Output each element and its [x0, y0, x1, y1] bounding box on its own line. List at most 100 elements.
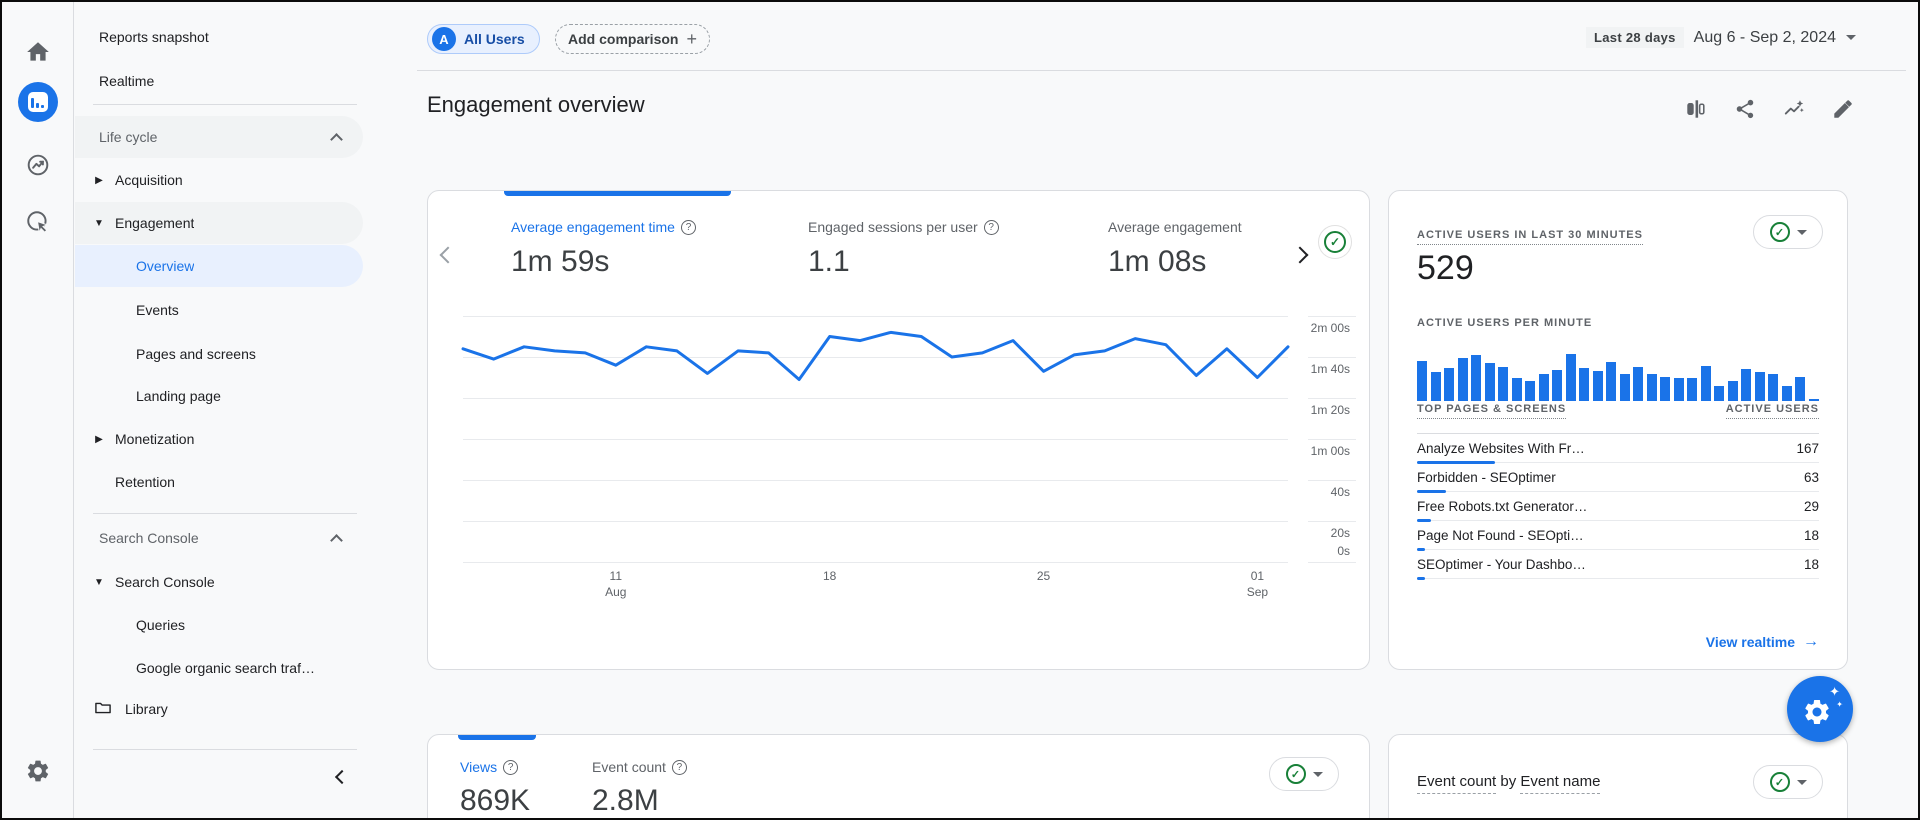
metric-tab-engaged-sessions-per-user[interactable]: Engaged sessions per user 1.1	[808, 219, 999, 279]
share-icon[interactable]	[1734, 98, 1758, 122]
help-icon[interactable]	[503, 759, 519, 775]
sidebar-item-search-console[interactable]: ▼ Search Console	[75, 561, 363, 603]
sidebar-section-life-cycle[interactable]: Life cycle	[75, 116, 363, 158]
sidebar-item-google-organic-search[interactable]: Google organic search traf…	[75, 647, 363, 689]
sidebar-item-monetization[interactable]: ▶ Monetization	[75, 418, 363, 460]
active-users-count: 529	[1417, 249, 1474, 287]
date-range-picker[interactable]: Last 28 days Aug 6 - Sep 2, 2024	[1586, 27, 1856, 48]
sidebar-item-events[interactable]: Events	[75, 289, 363, 331]
help-icon[interactable]	[983, 219, 999, 235]
sidebar-label: Landing page	[136, 388, 221, 404]
data-quality-dropdown[interactable]	[1753, 765, 1823, 799]
sidebar-item-landing-page[interactable]: Landing page	[75, 375, 363, 417]
active-users-per-minute-chart	[1417, 339, 1823, 401]
view-realtime-link[interactable]: View realtime	[1706, 633, 1819, 651]
sidebar-item-pages-and-screens[interactable]: Pages and screens	[75, 333, 363, 375]
reports-icon[interactable]	[17, 82, 58, 122]
sidebar-label: Engagement	[115, 215, 195, 231]
carousel-left-icon[interactable]	[439, 246, 457, 264]
minute-bar	[1565, 354, 1576, 401]
active-users-cell: 18	[1803, 527, 1819, 543]
table-row: Analyze Websites With Fr… 167	[1417, 434, 1819, 464]
event-name-dimension-label[interactable]: Event name	[1520, 773, 1601, 794]
y-axis-label: 0s	[1337, 544, 1350, 558]
minute-bar	[1633, 366, 1643, 401]
y-axis-label: 1m 00s	[1310, 444, 1350, 458]
table-row: Forbidden - SEOptimer 63	[1417, 463, 1819, 493]
top-pages-table: Analyze Websites With Fr… 167 Forbidden - …	[1417, 434, 1819, 580]
sidebar-item-queries[interactable]: Queries	[75, 604, 363, 646]
expand-triangle-icon: ▶	[95, 433, 103, 445]
x-axis-month: Sep	[1246, 585, 1269, 599]
minute-bar	[1444, 368, 1454, 401]
sidebar-label: Google organic search traf…	[136, 660, 315, 676]
minute-bar	[1606, 361, 1616, 401]
reports-sidebar: Reports snapshot Realtime Life cycle ▶ A…	[75, 2, 367, 818]
sidebar-label: Queries	[136, 617, 186, 633]
active-users-cell: 18	[1803, 556, 1819, 572]
carousel-right-icon[interactable]	[1291, 246, 1309, 264]
data-quality-dropdown[interactable]	[1753, 215, 1823, 249]
insights-fab-button[interactable]: ✦ ✦	[1787, 676, 1853, 742]
event-count-metric-label[interactable]: Event count	[1417, 773, 1497, 794]
minute-bar	[1660, 376, 1670, 401]
sidebar-item-library[interactable]: Library	[75, 688, 363, 730]
minute-bar	[1741, 369, 1751, 401]
grid-tick	[1308, 480, 1356, 481]
help-icon[interactable]	[671, 759, 687, 775]
views-event-count-card: Views 869K Event count 2.8M	[427, 734, 1370, 818]
data-quality-dropdown[interactable]	[1269, 757, 1339, 791]
minute-bar	[1552, 369, 1562, 401]
sidebar-item-reports-snapshot[interactable]: Reports snapshot	[75, 16, 363, 58]
add-comparison-chip[interactable]: Add comparison	[555, 24, 710, 54]
top-pages-header[interactable]: TOP PAGES & SCREENS	[1417, 403, 1567, 419]
y-axis-label: 1m 40s	[1310, 362, 1350, 376]
page-title-cell: SEOptimer - Your Dashbo…	[1417, 556, 1586, 572]
sidebar-item-retention[interactable]: Retention	[75, 461, 363, 503]
edit-pencil-icon[interactable]	[1832, 98, 1856, 122]
sidebar-item-overview[interactable]: Overview	[75, 245, 363, 287]
metric-tab-average-engagement[interactable]: Average engagement 1m 08s	[1108, 219, 1242, 279]
gridline	[463, 480, 1288, 481]
row-value-bar	[1417, 490, 1447, 493]
active-users-30min-title[interactable]: ACTIVE USERS IN LAST 30 MINUTES	[1417, 225, 1819, 245]
metric-tab-avg-engagement-time[interactable]: Average engagement time 1m 59s	[511, 219, 696, 279]
insights-icon[interactable]	[1783, 98, 1807, 122]
card-title[interactable]: Event count by Event name	[1417, 773, 1601, 794]
active-users-header[interactable]: ACTIVE USERS	[1725, 403, 1819, 419]
metric-tab-event-count[interactable]: Event count 2.8M	[592, 759, 687, 818]
section-header-label: Search Console	[99, 530, 199, 546]
all-users-segment-chip[interactable]: A All Users	[427, 24, 540, 54]
minute-bar	[1471, 354, 1481, 401]
admin-gear-icon[interactable]	[18, 751, 58, 791]
sidebar-item-realtime[interactable]: Realtime	[75, 60, 363, 102]
explore-icon[interactable]	[18, 145, 58, 185]
collapse-sidebar-icon[interactable]	[334, 769, 350, 785]
x-axis-month: Aug	[605, 585, 627, 599]
sidebar-item-engagement[interactable]: ▼ Engagement	[75, 202, 363, 244]
sidebar-label: Monetization	[115, 431, 195, 447]
chevron-down-icon	[1312, 771, 1323, 777]
view-realtime-label: View realtime	[1705, 634, 1795, 650]
metric-tab-views[interactable]: Views 869K	[460, 759, 530, 818]
compare-reports-icon[interactable]	[1685, 98, 1709, 122]
per-minute-label-row: ACTIVE USERS PER MINUTE	[1417, 313, 1819, 331]
sidebar-item-acquisition[interactable]: ▶ Acquisition	[75, 159, 363, 201]
minute-bar	[1714, 385, 1724, 401]
topbar-divider	[417, 70, 1906, 71]
x-axis-tick: 25	[1036, 569, 1051, 583]
grid-tick	[1308, 316, 1356, 317]
audience-avatar: A	[432, 27, 456, 51]
data-quality-icon[interactable]	[1318, 225, 1352, 259]
home-icon[interactable]	[18, 32, 58, 72]
sidebar-section-search-console[interactable]: Search Console	[75, 517, 363, 559]
minute-bar	[1795, 376, 1805, 401]
row-value-bar	[1417, 461, 1495, 464]
help-icon[interactable]	[680, 219, 696, 235]
page-title-cell: Forbidden - SEOptimer	[1417, 469, 1556, 485]
gridline	[463, 357, 1288, 358]
metric-label: Event count	[592, 759, 666, 775]
advertising-icon[interactable]	[18, 202, 58, 242]
x-axis-tick: 01	[1250, 569, 1265, 583]
section-header-label: Life cycle	[99, 129, 158, 145]
